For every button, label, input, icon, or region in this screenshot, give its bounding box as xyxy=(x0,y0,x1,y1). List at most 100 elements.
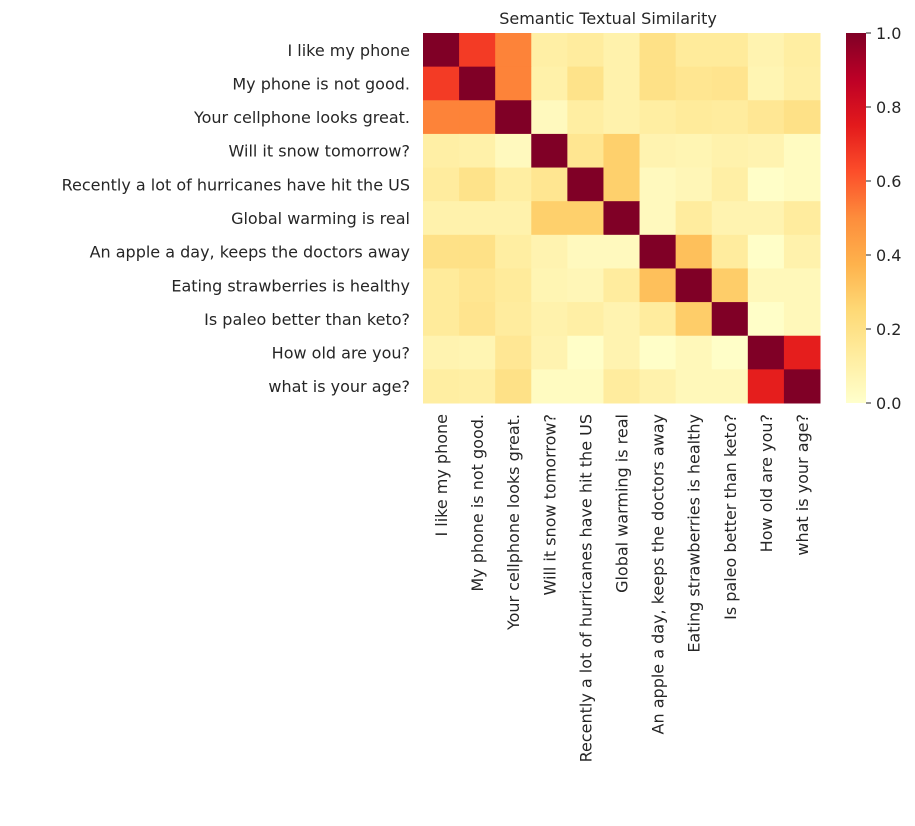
heatmap-cell xyxy=(639,335,677,370)
x-tick-label: Will it snow tomorrow? xyxy=(540,414,559,595)
heatmap-cell xyxy=(711,369,749,404)
heatmap-cell xyxy=(567,201,604,236)
heatmap-cell xyxy=(783,234,821,269)
heatmap-cell xyxy=(531,66,568,101)
heatmap-cell xyxy=(675,201,713,236)
heatmap-cell xyxy=(495,66,532,101)
heatmap-cell xyxy=(603,369,641,404)
x-tick-labels: I like my phone My phone is not good. Your… xyxy=(432,414,812,762)
x-tick-label: what is your age? xyxy=(793,414,812,556)
heatmap-cell xyxy=(783,201,821,236)
x-tick-label: Recently a lot of hurricanes have hit th… xyxy=(576,414,595,762)
heatmap-cell xyxy=(783,100,821,135)
x-tick-label: Global warming is real xyxy=(613,414,632,593)
heatmap-cell xyxy=(675,369,713,404)
heatmap-cell xyxy=(567,167,604,202)
heatmap-cell xyxy=(675,100,713,135)
heatmap-cell xyxy=(567,302,604,337)
heatmap-cell xyxy=(711,201,749,236)
heatmap-cell xyxy=(639,66,677,101)
heatmap-cell xyxy=(423,167,460,202)
colorbar-tick-label: 0.6 xyxy=(876,172,901,191)
colorbar-tick-label: 0.0 xyxy=(876,394,901,413)
heatmap-cell xyxy=(459,234,496,269)
x-tick-label: My phone is not good. xyxy=(468,414,487,592)
heatmap-cell xyxy=(531,100,568,135)
heatmap-cell xyxy=(423,234,460,269)
heatmap-cell xyxy=(603,335,641,370)
heatmap-cell xyxy=(675,268,713,303)
heatmap-cell xyxy=(675,335,713,370)
heatmap-cell xyxy=(567,133,604,169)
heatmap-cell xyxy=(531,33,568,68)
heatmap-cell xyxy=(531,302,568,337)
heatmap-cell xyxy=(423,33,460,68)
heatmap-cell xyxy=(639,268,677,303)
heatmap-cell xyxy=(531,268,568,303)
chart-title: Semantic Textual Similarity xyxy=(499,9,717,28)
heatmap-cell xyxy=(459,167,496,202)
heatmap-cell xyxy=(747,234,785,269)
colorbar xyxy=(846,33,866,403)
y-tick-label: I like my phone xyxy=(287,41,410,60)
colorbar-tick-label: 0.4 xyxy=(876,246,901,265)
heatmap-cell xyxy=(423,133,460,169)
x-tick-label: I like my phone xyxy=(432,414,451,537)
y-tick-labels: I like my phone My phone is not good. Your… xyxy=(62,41,410,396)
heatmap-cell xyxy=(567,369,604,404)
x-tick-label: Is paleo better than keto? xyxy=(721,414,740,620)
heatmap-cell xyxy=(603,167,641,202)
heatmap-cell xyxy=(783,302,821,337)
y-tick-label: An apple a day, keeps the doctors away xyxy=(90,243,410,262)
heatmap-cell xyxy=(567,234,604,269)
heatmap-cell xyxy=(567,100,604,135)
heatmap-cell xyxy=(747,335,785,370)
heatmap-cell xyxy=(531,234,568,269)
heatmap-cell xyxy=(459,201,496,236)
colorbar-tick-label: 1.0 xyxy=(876,24,901,43)
heatmap-cell xyxy=(711,167,749,202)
heatmap-cell xyxy=(459,369,496,404)
heatmap-cell xyxy=(747,33,785,68)
heatmap-cell xyxy=(459,268,496,303)
colorbar-tick-label: 0.2 xyxy=(876,320,901,339)
heatmap-cell xyxy=(603,33,641,68)
heatmap-cell xyxy=(423,201,460,236)
heatmap-cell xyxy=(531,133,568,169)
heatmap-cell xyxy=(459,33,496,68)
heatmap-cell xyxy=(711,133,749,169)
heatmap-cell xyxy=(639,100,677,135)
y-tick-label: Global warming is real xyxy=(231,209,410,228)
heatmap-cell xyxy=(423,302,460,337)
heatmap-cell xyxy=(531,335,568,370)
heatmap-cell xyxy=(603,201,641,236)
heatmap-cell xyxy=(423,335,460,370)
heatmap-cell xyxy=(783,133,821,169)
x-tick-label: Eating strawberries is healthy xyxy=(685,414,704,653)
heatmap-cell xyxy=(783,335,821,370)
y-tick-label: Will it snow tomorrow? xyxy=(229,142,410,161)
heatmap-cell xyxy=(495,167,532,202)
heatmap-cell xyxy=(675,66,713,101)
heatmap-cell xyxy=(423,66,460,101)
heatmap-cell xyxy=(567,33,604,68)
heatmap-cell xyxy=(459,133,496,169)
heatmap-cell xyxy=(495,369,532,404)
heatmap-cell xyxy=(423,268,460,303)
heatmap-cell xyxy=(423,369,460,404)
heatmap-cell xyxy=(747,302,785,337)
heatmap-cell xyxy=(603,302,641,337)
y-tick-label: Recently a lot of hurricanes have hit th… xyxy=(62,175,410,194)
y-tick-label: Your cellphone looks great. xyxy=(193,108,410,127)
heatmap-cell xyxy=(747,369,785,404)
heatmap-cell xyxy=(567,335,604,370)
heatmap-cell xyxy=(495,133,532,169)
heatmap-cell xyxy=(459,302,496,337)
heatmap-cell xyxy=(495,302,532,337)
heatmap-cell xyxy=(783,66,821,101)
heatmap-cell xyxy=(531,201,568,236)
heatmap-cell xyxy=(423,100,460,135)
y-tick-label: what is your age? xyxy=(268,377,410,396)
